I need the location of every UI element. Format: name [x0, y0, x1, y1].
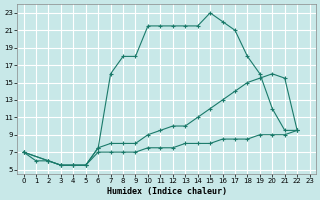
X-axis label: Humidex (Indice chaleur): Humidex (Indice chaleur) — [107, 187, 227, 196]
